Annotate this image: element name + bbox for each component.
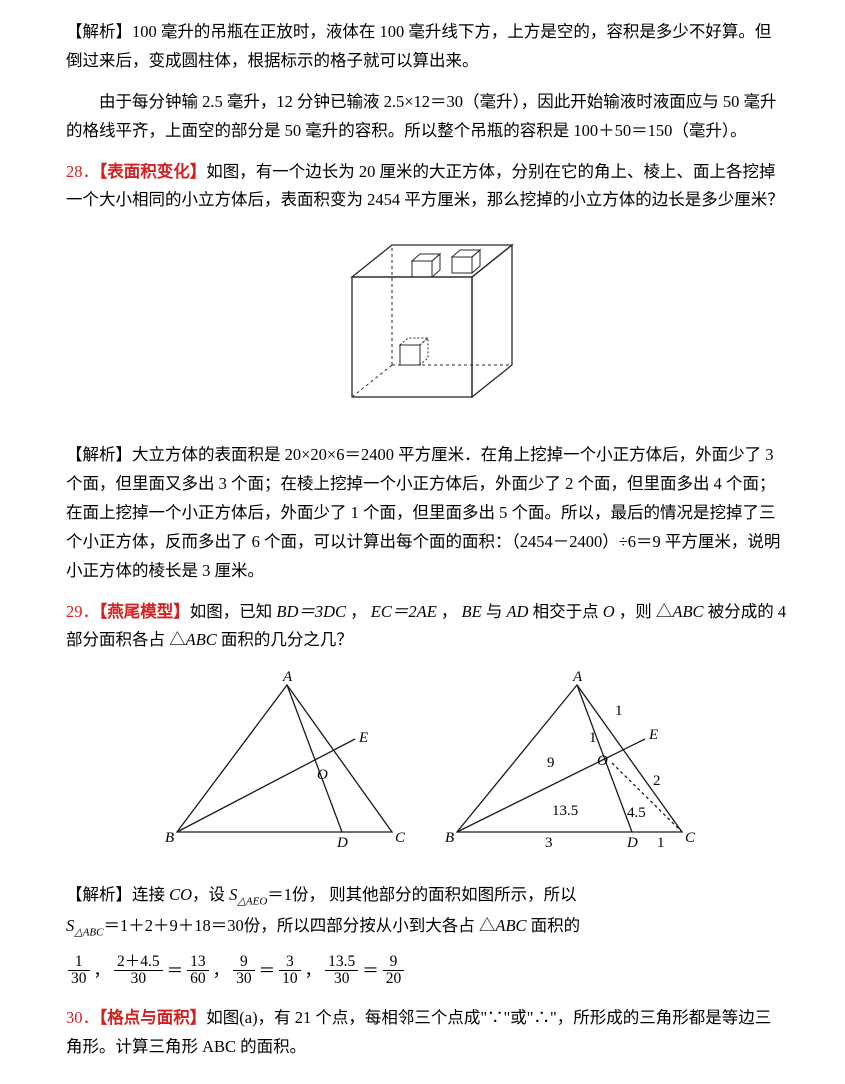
p27-analysis-1: 【解析】100 毫升的吊瓶在正放时，液体在 100 毫升线下方，上方是空的，容积… bbox=[66, 18, 787, 76]
svg-text:E: E bbox=[648, 727, 658, 743]
p28-tag: 【表面积变化】 bbox=[99, 162, 206, 181]
p27-analysis-2: 由于每分钟输 2.5 毫升，12 分钟已输液 2.5×12＝30（毫升），因此开… bbox=[66, 88, 787, 146]
svg-text:D: D bbox=[336, 835, 348, 851]
svg-text:B: B bbox=[445, 830, 454, 846]
svg-text:A: A bbox=[572, 669, 583, 685]
p29-figure: A B C D E O A B C D E bbox=[66, 667, 787, 867]
svg-text:4.5: 4.5 bbox=[627, 805, 646, 821]
svg-text:13.5: 13.5 bbox=[552, 803, 578, 819]
svg-text:D: D bbox=[626, 835, 638, 851]
svg-text:3: 3 bbox=[545, 835, 553, 851]
p28-figure bbox=[66, 227, 787, 427]
p29-analysis: 【解析】连接 CO，设 S△AEO＝1份， 则其他部分的面积如图所示，所以 S△… bbox=[66, 881, 787, 942]
p29-fractions: 130 ， 2＋4.530 ＝ 1360 ， 930 ＝ 310 ， 13.53… bbox=[66, 954, 787, 988]
p28-analysis: 【解析】大立方体的表面积是 20×20×6＝2400 平方厘米．在角上挖掉一个小… bbox=[66, 441, 787, 585]
svg-text:C: C bbox=[395, 830, 406, 846]
p30-question: 30．【格点与面积】如图(a)，有 21 个点，每相邻三个点成"∵"或"∴"，所… bbox=[66, 1004, 787, 1062]
svg-text:A: A bbox=[282, 669, 293, 685]
svg-text:1: 1 bbox=[589, 730, 597, 746]
svg-text:C: C bbox=[685, 830, 696, 846]
p28-num: 28． bbox=[66, 162, 99, 181]
p29-question: 29．【燕尾模型】如图，已知 BD＝3DC ， EC＝2AE ， BE 与 AD… bbox=[66, 598, 787, 656]
svg-text:O: O bbox=[597, 753, 608, 769]
p28-question: 28．【表面积变化】如图，有一个边长为 20 厘米的大正方体，分别在它的角上、棱… bbox=[66, 158, 787, 216]
p30-num: 30． bbox=[66, 1008, 99, 1027]
svg-text:1: 1 bbox=[615, 703, 623, 719]
svg-text:1: 1 bbox=[657, 835, 665, 851]
svg-text:E: E bbox=[358, 730, 368, 746]
svg-text:B: B bbox=[165, 830, 174, 846]
p30-tag: 【格点与面积】 bbox=[99, 1008, 206, 1027]
svg-text:O: O bbox=[317, 767, 328, 783]
svg-text:9: 9 bbox=[547, 755, 555, 771]
p29-num: 29． bbox=[66, 602, 99, 621]
p29-tag: 【燕尾模型】 bbox=[99, 602, 190, 621]
svg-text:2: 2 bbox=[653, 773, 661, 789]
